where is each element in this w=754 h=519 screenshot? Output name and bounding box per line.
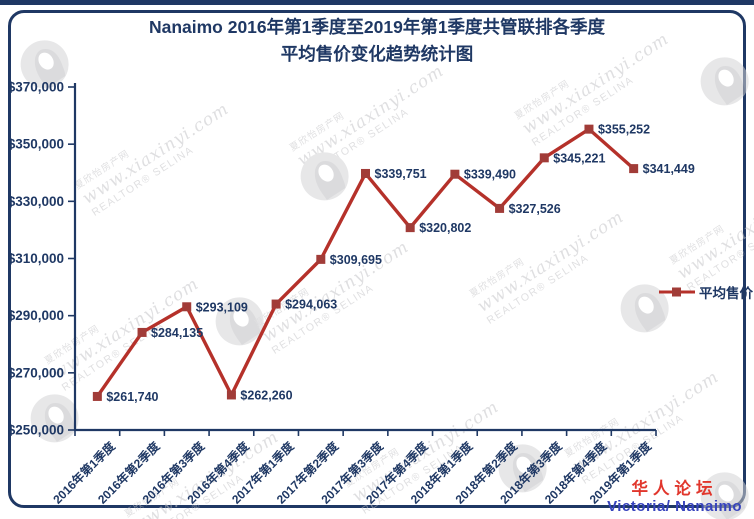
- y-tick-label: $270,000: [8, 365, 64, 380]
- data-point-label: $327,526: [509, 202, 561, 216]
- legend-line-icon: [659, 287, 695, 297]
- data-point-marker: [495, 203, 505, 213]
- woman-silhouette-logo-icon: [700, 57, 749, 106]
- data-point-marker: [182, 302, 192, 312]
- data-point-marker: [92, 391, 102, 401]
- legend: 平均售价: [658, 282, 753, 302]
- data-point-label: $320,802: [419, 221, 471, 235]
- data-point-marker: [584, 124, 594, 134]
- data-point-label: $293,109: [196, 300, 248, 314]
- data-point-label: $261,740: [106, 390, 158, 404]
- woman-silhouette-logo-icon: [20, 40, 69, 89]
- data-point-marker: [316, 254, 326, 264]
- woman-silhouette-logo-icon: [300, 152, 349, 201]
- woman-silhouette-logo-icon: [700, 472, 749, 519]
- watermark-cluster: [204, 285, 279, 361]
- forum-location: Victoria/ Nanaimo: [607, 498, 742, 515]
- forum-watermark: 华人论坛 Victoria/ Nanaimo: [607, 480, 742, 516]
- data-point-marker: [629, 164, 639, 174]
- data-point-label: $309,695: [330, 253, 382, 267]
- y-tick-label: $330,000: [8, 194, 64, 209]
- watermark-cluster: [487, 432, 562, 508]
- data-point-label: $339,490: [464, 168, 516, 182]
- watermark-cluster: [289, 140, 364, 216]
- data-point-label: $345,221: [553, 151, 605, 165]
- watermark-cluster: [609, 272, 684, 348]
- top-border-bar: [0, 0, 754, 5]
- y-tick-label: $310,000: [8, 251, 64, 266]
- data-point-marker: [405, 223, 415, 233]
- y-tick-label: $250,000: [8, 423, 64, 438]
- watermark-cluster: [689, 460, 754, 519]
- data-point-label: $355,252: [598, 123, 650, 137]
- woman-silhouette-logo-icon: [30, 394, 79, 443]
- data-point-marker: [226, 390, 236, 400]
- data-point-marker: [450, 169, 460, 179]
- data-point-marker: [539, 153, 549, 163]
- woman-silhouette-logo-icon: [215, 297, 264, 346]
- chart-title: Nanaimo 2016年第1季度至2019年第1季度共管联排各季度 平均售价变…: [0, 14, 754, 68]
- woman-silhouette-logo-icon: [620, 284, 669, 333]
- chart-title-line1: Nanaimo 2016年第1季度至2019年第1季度共管联排各季度: [148, 17, 606, 37]
- data-point-marker: [271, 299, 281, 309]
- woman-silhouette-logo-icon: [498, 444, 547, 493]
- watermark-cluster: [9, 28, 84, 104]
- data-point-label: $294,063: [285, 298, 337, 312]
- y-tick-label: $290,000: [8, 308, 64, 323]
- forum-name: 华人论坛: [631, 480, 718, 498]
- y-tick-label: $350,000: [8, 137, 64, 152]
- data-point-label: $284,135: [151, 326, 203, 340]
- data-point-marker: [361, 168, 370, 178]
- data-point-marker: [137, 327, 147, 337]
- axis-line: [73, 83, 656, 432]
- y-tick-label: $370,000: [8, 80, 64, 95]
- watermark-cluster: [19, 382, 94, 458]
- data-point-label: $341,449: [643, 162, 695, 176]
- data-point-label: $339,751: [375, 167, 427, 181]
- data-point-label: $262,260: [240, 388, 292, 402]
- legend-label: 平均售价: [699, 286, 753, 301]
- chart-title-line2: 平均售价变化趋势统计图: [280, 44, 474, 64]
- watermark-cluster: [689, 45, 754, 121]
